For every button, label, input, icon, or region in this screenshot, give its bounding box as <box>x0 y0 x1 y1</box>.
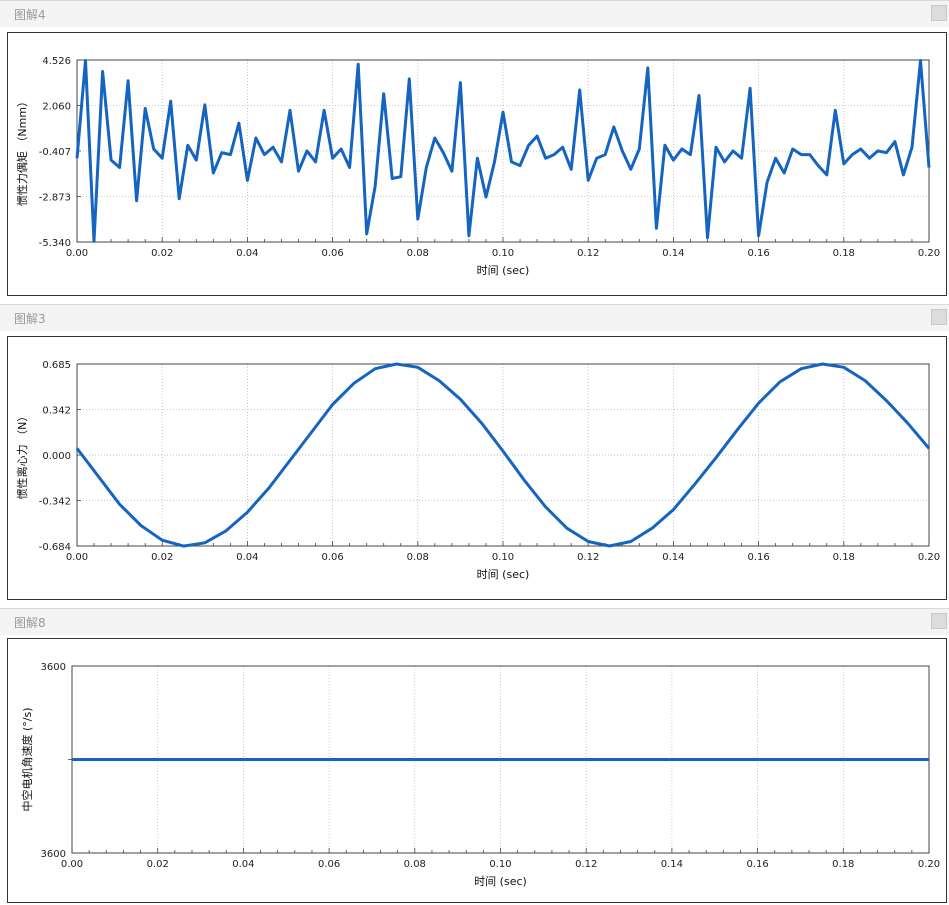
y-tick-label: -2.873 <box>39 192 71 203</box>
y-tick-label: 2.060 <box>42 101 71 112</box>
y-tick-label: 3600 <box>41 662 66 673</box>
x-tick-label: 0.12 <box>575 859 597 870</box>
x-tick-label: 0.10 <box>492 248 514 259</box>
x-tick-label: 0.18 <box>833 248 855 259</box>
x-tick-label: 0.02 <box>151 552 173 563</box>
x-tick-label: 0.02 <box>147 859 169 870</box>
x-tick-label: 0.06 <box>318 859 340 870</box>
x-tick-label: 0.14 <box>661 859 683 870</box>
x-tick-label: 0.08 <box>407 248 429 259</box>
x-tick-label: 0.08 <box>407 552 429 563</box>
y-tick-label: -0.407 <box>39 147 71 158</box>
y-axis-title: 惯性力偶矩 （Nmm） <box>15 96 29 206</box>
x-tick-label: 0.16 <box>747 552 769 563</box>
x-tick-label: 0.18 <box>832 859 854 870</box>
x-tick-label: 0.14 <box>662 552 684 563</box>
x-tick-label: 0.00 <box>66 248 88 259</box>
panel-header: 图解3 <box>0 304 949 331</box>
x-tick-label: 0.06 <box>321 552 343 563</box>
chart-panel-2: 图解3 0.00 0.02 0.04 0.06 0.08 0.10 0.12 0.14 0.16… <box>0 304 949 604</box>
series-line <box>75 362 931 548</box>
panel-header: 图解8 <box>0 608 949 635</box>
x-tick-label: 0.16 <box>746 859 768 870</box>
panel-button[interactable] <box>931 5 947 21</box>
panel-button[interactable] <box>931 309 947 325</box>
panel-title: 图解4 <box>14 8 46 22</box>
y-tick-label: 4.526 <box>42 56 71 67</box>
y-tick-label: -0.342 <box>39 497 71 508</box>
x-tick-label: 0.12 <box>577 552 599 563</box>
y-tick-label: -5.340 <box>39 238 71 249</box>
plot-frame <box>7 336 947 600</box>
chart-3-svg: 0.00 0.02 0.04 0.06 0.08 0.10 0.12 0.14 0.16 0.18… <box>20 662 940 888</box>
series-line <box>75 59 931 243</box>
chart-panel-1: 图解4 0.00 0.02 0.04 0.06 0.08 0.10 0.12 0.14 0.16… <box>0 0 949 300</box>
y-tick-label: -0.684 <box>39 542 71 553</box>
chart-1-svg: 0.00 0.02 0.04 0.06 0.08 0.10 0.12 0.14 0.16 0.18… <box>15 56 940 277</box>
x-tick-label: 0.12 <box>577 248 599 259</box>
x-tick-label: 0.20 <box>918 859 940 870</box>
x-tick-label: 0.20 <box>918 552 940 563</box>
chart-2-svg: 0.00 0.02 0.04 0.06 0.08 0.10 0.12 0.14 0.16 0.18… <box>15 360 940 581</box>
panel-header: 图解4 <box>0 0 949 27</box>
x-axis-title: 时间 (sec) <box>477 568 530 581</box>
x-tick-label: 0.04 <box>232 859 254 870</box>
x-tick-label: 0.04 <box>236 248 258 259</box>
panel-button[interactable] <box>931 613 947 629</box>
x-tick-label: 0.10 <box>489 859 511 870</box>
chart-panel-3: 图解8 0.00 0.02 0.04 0.06 0.08 0.10 0.12 0.14 0.16… <box>0 608 949 905</box>
x-tick-label: 0.16 <box>747 248 769 259</box>
y-tick-label: 0.342 <box>42 406 71 417</box>
x-axis-title: 时间 (sec) <box>477 264 530 277</box>
x-tick-label: 0.20 <box>918 248 940 259</box>
y-axis-title: 惯性离心力 （N） <box>15 411 29 500</box>
panel-title: 图解8 <box>14 616 46 630</box>
plot-frame <box>7 638 947 903</box>
y-axis-title: 中空电机角速度 (°/s) <box>20 707 34 811</box>
x-tick-label: 0.04 <box>236 552 258 563</box>
x-tick-label: 0.08 <box>404 859 426 870</box>
x-tick-label: 0.00 <box>66 552 88 563</box>
x-tick-label: 0.14 <box>662 248 684 259</box>
x-tick-label: 0.10 <box>492 552 514 563</box>
y-tick-label: 0.685 <box>42 360 71 371</box>
x-tick-label: 0.06 <box>321 248 343 259</box>
x-axis-title: 时间 (sec) <box>474 875 527 888</box>
panel-title: 图解3 <box>14 312 46 326</box>
x-tick-label: 0.02 <box>151 248 173 259</box>
x-tick-label: 0.18 <box>833 552 855 563</box>
y-tick-label: 3600 <box>41 849 66 860</box>
x-tick-label: 0.00 <box>61 859 83 870</box>
y-tick-label: 0.000 <box>42 451 71 462</box>
